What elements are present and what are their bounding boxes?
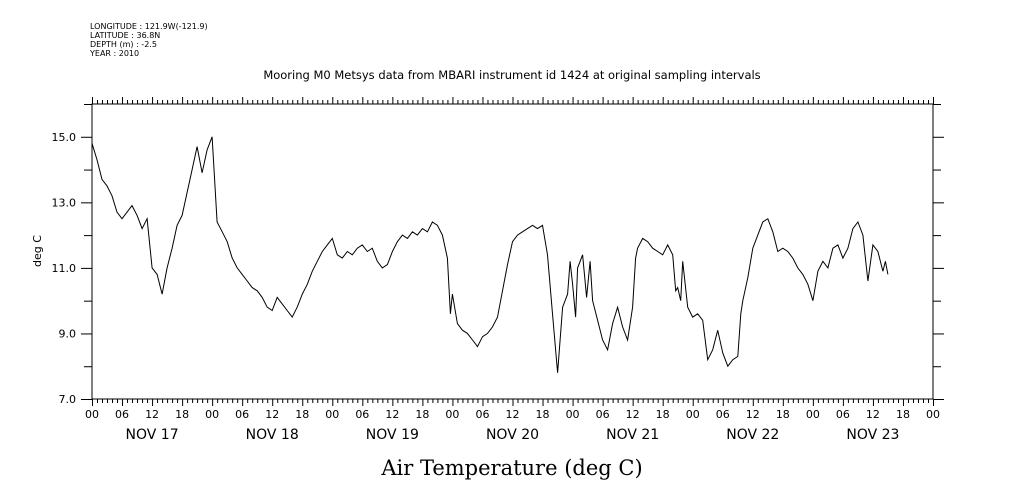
y-tick-label: 7.0	[59, 393, 77, 406]
x-tick-label: 18	[295, 408, 309, 421]
y-tick-label: 13.0	[52, 196, 77, 209]
x-tick-label: 12	[506, 408, 520, 421]
x-tick-label: 12	[866, 408, 880, 421]
x-tick-label: 06	[475, 408, 489, 421]
x-tick-label: 06	[355, 408, 369, 421]
x-axis-label: Air Temperature (deg C)	[380, 456, 642, 480]
x-tick-label: 18	[896, 408, 910, 421]
x-tick-label: 06	[115, 408, 129, 421]
plot-frame	[91, 103, 934, 400]
y-axis-label: deg C	[31, 235, 44, 267]
meta-longitude: LONGITUDE : 121.9W(-121.9)	[90, 22, 208, 31]
x-tick-label: 12	[746, 408, 760, 421]
x-tick-label: 06	[836, 408, 850, 421]
chart-title: Mooring M0 Metsys data from MBARI instru…	[263, 68, 760, 82]
x-tick-label: 00	[806, 408, 820, 421]
x-tick-label: 12	[385, 408, 399, 421]
axis-tick-labels: 00 06 12 18 00 06 12 18 00 06 12 18 00 06 12 18 00 06 12 18…	[52, 131, 941, 443]
x-tick-label: 18	[175, 408, 189, 421]
x-day-label: NOV 18	[246, 427, 299, 443]
x-day-label: NOV 20	[486, 427, 539, 443]
series-line	[91, 136, 889, 373]
y-tick-label: 15.0	[52, 131, 77, 144]
x-tick-label: 18	[415, 408, 429, 421]
x-tick-label: 18	[776, 408, 790, 421]
x-tick-label: 00	[566, 408, 580, 421]
x-tick-label: 12	[145, 408, 159, 421]
y-tick-label: 11.0	[52, 262, 77, 275]
x-tick-label: 00	[85, 408, 99, 421]
x-tick-label: 18	[536, 408, 550, 421]
x-day-label: NOV 22	[726, 427, 779, 443]
x-tick-label: 06	[596, 408, 610, 421]
meta-year: YEAR : 2010	[89, 49, 139, 58]
x-tick-label: 00	[205, 408, 219, 421]
x-day-label: NOV 17	[126, 427, 179, 443]
y-tick-label: 9.0	[59, 327, 77, 340]
x-tick-label: 00	[445, 408, 459, 421]
x-tick-label: 00	[686, 408, 700, 421]
meta-depth: DEPTH (m) : -2.5	[90, 40, 157, 49]
x-tick-label: 06	[716, 408, 730, 421]
x-day-label: NOV 19	[366, 427, 419, 443]
x-day-label: NOV 23	[846, 427, 899, 443]
x-tick-label: 12	[626, 408, 640, 421]
x-tick-label: 12	[265, 408, 279, 421]
axis-ticks	[81, 97, 944, 406]
meta-latitude: LATITUDE : 36.8N	[90, 31, 160, 40]
x-tick-label: 00	[325, 408, 339, 421]
x-day-label: NOV 21	[606, 427, 659, 443]
x-tick-label: 00	[926, 408, 940, 421]
x-tick-label: 06	[235, 408, 249, 421]
x-tick-label: 18	[656, 408, 670, 421]
